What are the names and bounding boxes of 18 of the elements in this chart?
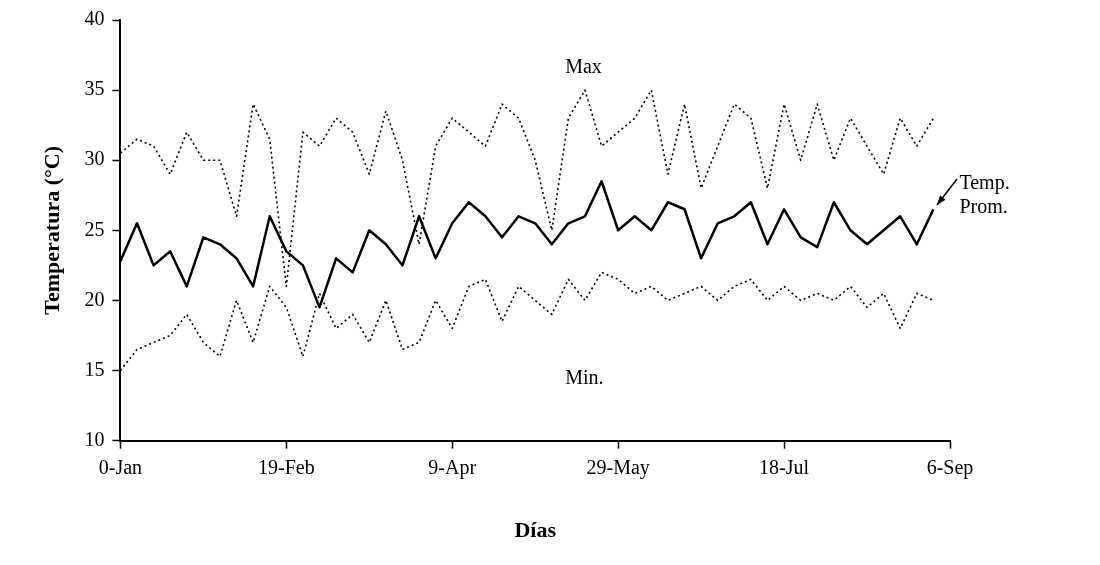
x-tick-label: 18-Jul (759, 455, 810, 478)
x-tick-label: 6-Sep (926, 455, 974, 479)
y-tick-label: 10 (84, 427, 105, 450)
y-tick-label: 30 (84, 147, 105, 170)
x-axis-title: Días (514, 517, 557, 543)
y-tick-label: 40 (84, 7, 105, 30)
y-tick-label: 15 (84, 357, 105, 380)
y-tick-label: 20 (84, 287, 105, 310)
x-tick-label: 29-May (586, 455, 650, 479)
x-tick-label: 0-Jan (98, 455, 143, 478)
y-axis-title: Temperatura (°C) (38, 145, 64, 315)
series-label: Max (565, 55, 602, 78)
x-tick-label: 9-Apr (428, 455, 477, 479)
x-tick-label: 19-Feb (257, 455, 315, 478)
text: Min. (565, 365, 604, 388)
y-tick-label: 25 (84, 217, 105, 240)
y-tick-label: 35 (84, 77, 105, 100)
legend-label: Temp. Prom. (959, 170, 1010, 217)
